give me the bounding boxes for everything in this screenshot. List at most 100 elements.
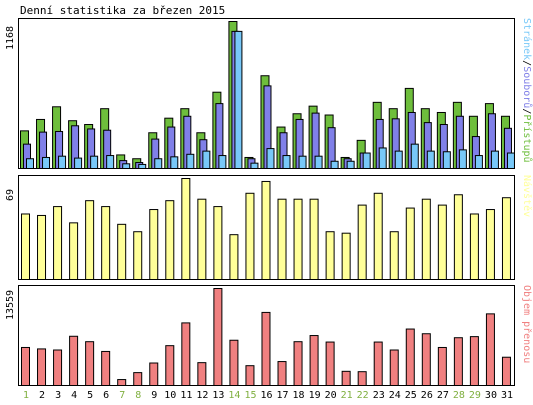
bar-stranek-day-27	[442, 151, 451, 169]
x-tick-label-day-1: 1	[23, 390, 29, 401]
x-tick-label-day-25: 25	[405, 390, 417, 401]
legend-item-pristupu: Přístupů	[521, 114, 533, 162]
x-tick-label-day-19: 19	[309, 390, 321, 401]
bar-stranek-day-5	[90, 155, 99, 169]
legend-item-navstev: Návštěv	[521, 175, 533, 217]
bar-navstev-day-8	[133, 231, 143, 280]
bar-stranek-day-12	[202, 150, 211, 169]
bar-navstev-day-14	[229, 234, 239, 281]
bar-navstev-day-28	[453, 194, 463, 280]
bar-stranek-day-14	[234, 30, 243, 170]
bar-stranek-day-9	[154, 158, 163, 169]
bar-objem-day-10	[165, 345, 175, 387]
bar-navstev-day-9	[149, 209, 159, 280]
bar-objem-day-19	[309, 335, 319, 387]
x-tick-label-day-3: 3	[55, 390, 61, 401]
legend-item-objem: Objem přenosu	[521, 285, 533, 363]
bar-navstev-day-21	[341, 232, 351, 280]
ymax-label-bottom: 13559	[5, 290, 16, 320]
bar-navstev-day-2	[37, 214, 47, 281]
bar-objem-day-26	[421, 333, 431, 387]
bar-stranek-day-31	[506, 152, 515, 170]
bar-stranek-day-2	[42, 156, 51, 169]
ymax-label-middle: 69	[5, 189, 16, 201]
bar-navstev-day-3	[53, 206, 63, 280]
x-tick-label-day-29: 29	[469, 390, 481, 401]
bar-navstev-day-13	[213, 206, 223, 280]
bar-navstev-day-18	[293, 198, 303, 280]
bar-objem-day-11	[181, 322, 191, 386]
bar-objem-day-15	[245, 365, 255, 386]
legend-item-separator: /	[521, 108, 532, 114]
bar-objem-day-12	[197, 362, 207, 386]
bar-objem-day-25	[405, 328, 415, 386]
bar-objem-day-8	[133, 372, 143, 386]
bar-objem-day-21	[341, 370, 351, 387]
x-tick-label-day-12: 12	[196, 390, 208, 401]
bar-stranek-day-17	[282, 155, 291, 170]
bar-stranek-day-8	[138, 163, 147, 169]
bar-objem-day-27	[437, 346, 447, 387]
x-tick-label-day-8: 8	[135, 390, 141, 401]
x-tick-label-day-7: 7	[119, 390, 125, 401]
bar-navstev-day-6	[101, 206, 111, 280]
chart-title: Denní statistika za březen 2015	[20, 4, 226, 17]
bar-navstev-day-17	[277, 198, 287, 280]
bar-navstev-day-1	[21, 213, 30, 280]
bar-navstev-day-12	[197, 198, 207, 280]
x-tick-label-day-16: 16	[260, 390, 272, 401]
bar-objem-day-24	[389, 349, 399, 386]
bar-stranek-day-13	[218, 155, 227, 170]
bar-objem-day-5	[85, 341, 95, 387]
x-tick-label-day-15: 15	[244, 390, 256, 401]
x-tick-label-day-2: 2	[39, 390, 45, 401]
x-tick-label-day-30: 30	[485, 390, 497, 401]
x-tick-label-day-22: 22	[357, 390, 369, 401]
bar-stranek-day-4	[74, 157, 83, 169]
x-tick-label-day-17: 17	[277, 390, 289, 401]
x-tick-label-day-26: 26	[421, 390, 433, 401]
bar-objem-day-31	[501, 356, 511, 387]
x-tick-label-day-20: 20	[325, 390, 337, 401]
bar-objem-day-7	[117, 379, 127, 386]
bar-stranek-day-7	[122, 163, 131, 169]
bar-stranek-day-29	[474, 155, 483, 170]
bar-stranek-day-21	[346, 160, 355, 170]
bar-objem-day-13	[213, 288, 223, 386]
bar-objem-day-1	[21, 346, 30, 387]
bar-stranek-day-30	[490, 150, 499, 169]
x-tick-label-day-5: 5	[87, 390, 93, 401]
bar-navstev-day-24	[389, 231, 399, 280]
x-tick-label-day-13: 13	[212, 390, 224, 401]
bar-objem-day-4	[69, 335, 79, 386]
bar-objem-day-29	[469, 336, 479, 386]
legend-item-separator: /	[521, 60, 532, 66]
x-tick-label-day-27: 27	[437, 390, 449, 401]
bar-objem-day-6	[101, 350, 111, 387]
bar-objem-day-20	[325, 341, 335, 386]
bar-objem-day-30	[485, 313, 495, 387]
bar-objem-day-3	[53, 349, 63, 386]
bar-navstev-day-31	[501, 197, 511, 280]
bar-navstev-day-22	[357, 204, 367, 280]
bar-navstev-day-10	[165, 200, 175, 281]
bar-objem-day-2	[37, 348, 47, 386]
bar-stranek-day-24	[394, 150, 403, 169]
x-tick-label-day-14: 14	[228, 390, 240, 401]
bar-navstev-day-26	[421, 198, 431, 280]
bar-objem-day-22	[357, 371, 367, 386]
bar-objem-day-28	[453, 337, 463, 387]
bar-navstev-day-11	[181, 178, 191, 280]
bar-navstev-day-7	[117, 223, 127, 280]
bar-stranek-day-23	[378, 147, 387, 170]
bar-stranek-day-18	[298, 155, 307, 169]
bar-stranek-day-11	[186, 153, 195, 170]
bar-stranek-day-19	[314, 155, 323, 169]
x-tick-label-day-18: 18	[293, 390, 305, 401]
bar-navstev-day-5	[85, 200, 95, 281]
bar-objem-day-14	[229, 339, 239, 386]
bar-stranek-day-28	[458, 149, 467, 169]
bar-objem-day-16	[261, 311, 271, 386]
